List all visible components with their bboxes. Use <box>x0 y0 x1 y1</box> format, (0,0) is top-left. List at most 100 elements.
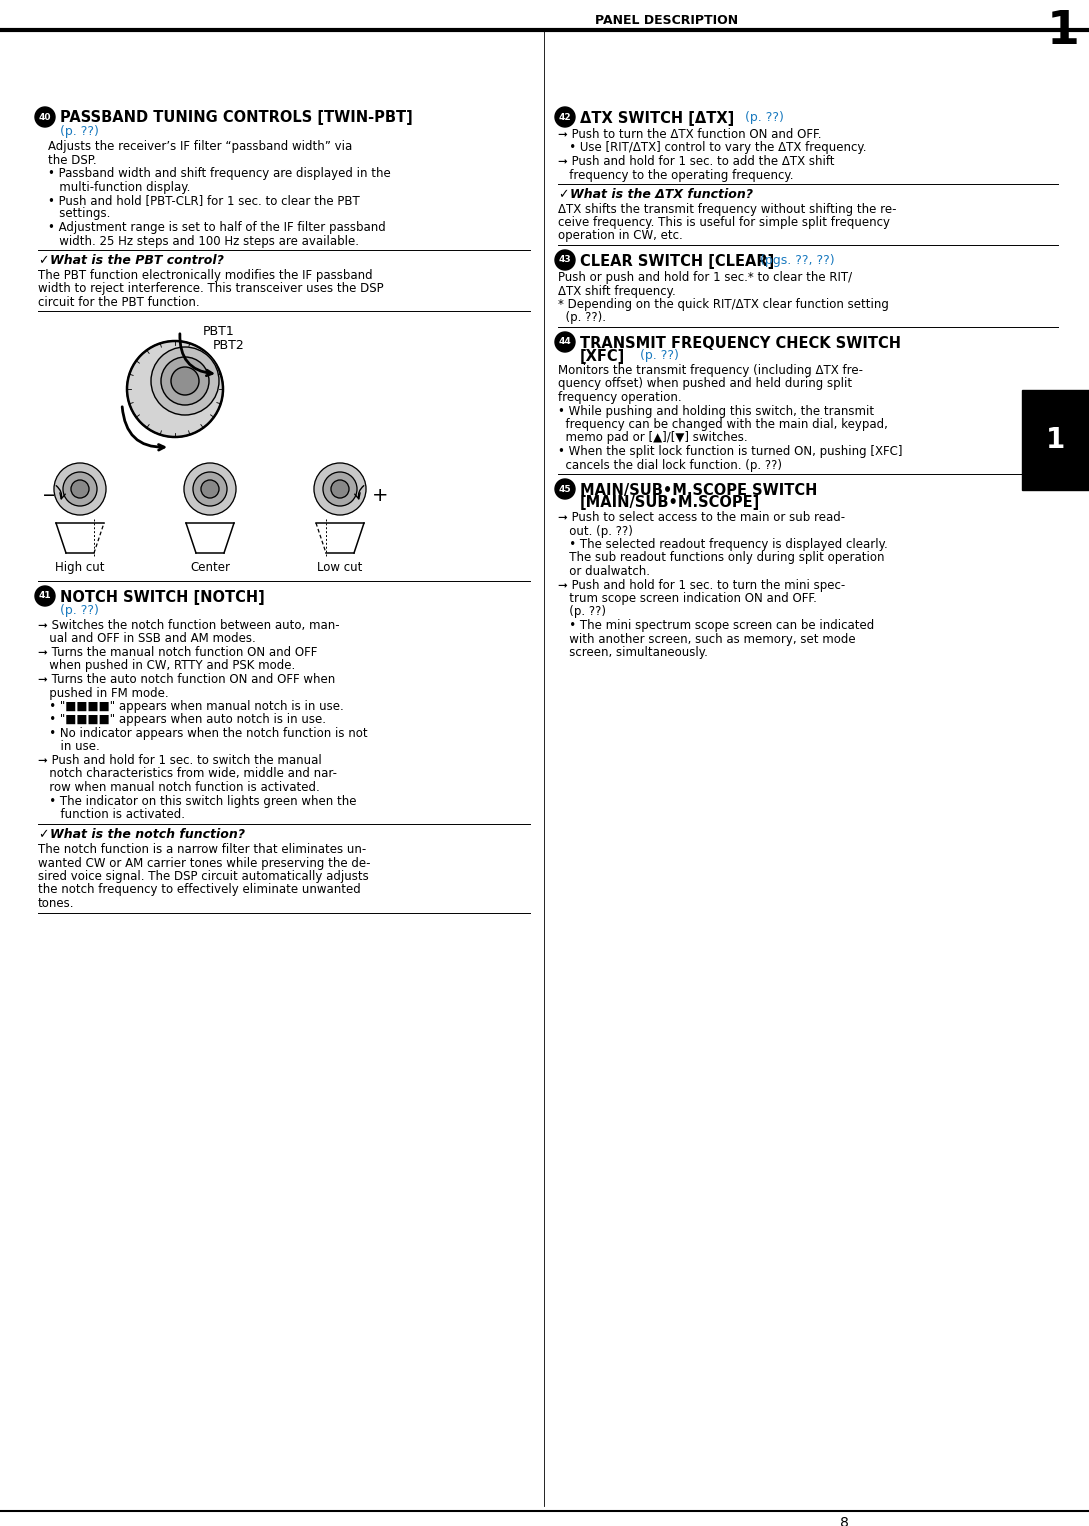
Text: +: + <box>372 485 389 505</box>
Text: PBT2: PBT2 <box>213 339 245 353</box>
Circle shape <box>35 586 56 606</box>
Bar <box>1021 391 1089 490</box>
Circle shape <box>35 107 56 127</box>
Text: ➞ Push to turn the ΔTX function ON and OFF.: ➞ Push to turn the ΔTX function ON and O… <box>558 128 821 140</box>
Text: NOTCH SWITCH [NOTCH]: NOTCH SWITCH [NOTCH] <box>60 591 265 604</box>
Circle shape <box>184 462 236 514</box>
Text: sired voice signal. The DSP circuit automatically adjusts: sired voice signal. The DSP circuit auto… <box>38 870 369 884</box>
Circle shape <box>161 357 209 404</box>
Circle shape <box>193 472 227 507</box>
Text: ΔTX SWITCH [ΔTX]: ΔTX SWITCH [ΔTX] <box>580 111 734 127</box>
Text: notch characteristics from wide, middle and nar-: notch characteristics from wide, middle … <box>38 768 337 780</box>
Text: in use.: in use. <box>38 740 100 754</box>
Text: ΔTX shift frequency.: ΔTX shift frequency. <box>558 284 676 298</box>
Text: Adjusts the receiver’s IF filter “passband width” via: Adjusts the receiver’s IF filter “passba… <box>48 140 352 153</box>
Text: • Use [RIT/ΔTX] control to vary the ΔTX frequency.: • Use [RIT/ΔTX] control to vary the ΔTX … <box>558 142 867 154</box>
Text: 1: 1 <box>1048 9 1080 53</box>
Text: trum scope screen indication ON and OFF.: trum scope screen indication ON and OFF. <box>558 592 817 604</box>
Text: operation in CW, etc.: operation in CW, etc. <box>558 229 683 243</box>
Text: • The mini spectrum scope screen can be indicated: • The mini spectrum scope screen can be … <box>558 620 874 632</box>
Text: ual and OFF in SSB and AM modes.: ual and OFF in SSB and AM modes. <box>38 632 256 645</box>
Text: pushed in FM mode.: pushed in FM mode. <box>38 687 169 699</box>
Text: the DSP.: the DSP. <box>48 154 97 166</box>
Text: 43: 43 <box>559 255 572 264</box>
Text: ➞ Push and hold for 1 sec. to add the ΔTX shift: ➞ Push and hold for 1 sec. to add the ΔT… <box>558 156 834 168</box>
Circle shape <box>127 340 223 436</box>
Circle shape <box>54 462 106 514</box>
Text: ceive frequency. This is useful for simple split frequency: ceive frequency. This is useful for simp… <box>558 217 890 229</box>
Text: (p. ??): (p. ??) <box>60 604 99 617</box>
Text: wanted CW or AM carrier tones while preserving the de-: wanted CW or AM carrier tones while pres… <box>38 856 370 870</box>
Circle shape <box>171 366 199 395</box>
Text: 41: 41 <box>39 592 51 601</box>
Text: width to reject interference. This transceiver uses the DSP: width to reject interference. This trans… <box>38 282 383 295</box>
Text: • "■■■■" appears when manual notch is in use.: • "■■■■" appears when manual notch is in… <box>38 700 344 713</box>
Text: The PBT function electronically modifies the IF passband: The PBT function electronically modifies… <box>38 269 372 281</box>
Text: quency offset) when pushed and held during split: quency offset) when pushed and held duri… <box>558 377 852 391</box>
Text: ➞ Push to select access to the main or sub read-: ➞ Push to select access to the main or s… <box>558 511 845 523</box>
Text: Monitors the transmit frequency (including ΔTX fre-: Monitors the transmit frequency (includi… <box>558 365 862 377</box>
Circle shape <box>555 250 575 270</box>
Text: The sub readout functions only during split operation: The sub readout functions only during sp… <box>558 551 884 565</box>
Text: * Depending on the quick RIT/ΔTX clear function setting: * Depending on the quick RIT/ΔTX clear f… <box>558 298 889 311</box>
Text: Center: Center <box>189 562 230 574</box>
Text: • While pushing and holding this switch, the transmit: • While pushing and holding this switch,… <box>558 404 874 418</box>
Text: ✓: ✓ <box>38 829 49 841</box>
Text: CLEAR SWITCH [CLEAR]: CLEAR SWITCH [CLEAR] <box>580 253 774 269</box>
Text: Low cut: Low cut <box>317 562 363 574</box>
Text: out. (p. ??): out. (p. ??) <box>558 525 633 537</box>
Text: frequency operation.: frequency operation. <box>558 391 682 404</box>
Circle shape <box>151 346 219 415</box>
Text: [XFC]: [XFC] <box>580 348 625 363</box>
Text: • The indicator on this switch lights green when the: • The indicator on this switch lights gr… <box>38 795 356 807</box>
Text: tones.: tones. <box>38 897 74 909</box>
Text: (pgs. ??, ??): (pgs. ??, ??) <box>760 253 834 267</box>
Text: ✓: ✓ <box>558 188 568 201</box>
Text: PASSBAND TUNING CONTROLS [TWIN-PBT]: PASSBAND TUNING CONTROLS [TWIN-PBT] <box>60 110 413 125</box>
Text: • When the split lock function is turned ON, pushing [XFC]: • When the split lock function is turned… <box>558 446 903 458</box>
Text: 44: 44 <box>559 337 572 346</box>
Text: circuit for the PBT function.: circuit for the PBT function. <box>38 296 199 308</box>
Text: multi-function display.: multi-function display. <box>48 180 191 194</box>
Text: 40: 40 <box>39 113 51 122</box>
Text: What is the ΔTX function?: What is the ΔTX function? <box>570 188 752 201</box>
Text: What is the notch function?: What is the notch function? <box>50 829 245 841</box>
Text: when pushed in CW, RTTY and PSK mode.: when pushed in CW, RTTY and PSK mode. <box>38 659 295 673</box>
Text: • No indicator appears when the notch function is not: • No indicator appears when the notch fu… <box>38 726 368 740</box>
Text: with another screen, such as memory, set mode: with another screen, such as memory, set… <box>558 632 856 645</box>
Text: memo pad or [▲]/[▼] switches.: memo pad or [▲]/[▼] switches. <box>558 432 748 444</box>
Text: • Push and hold [PBT-CLR] for 1 sec. to clear the PBT: • Push and hold [PBT-CLR] for 1 sec. to … <box>48 194 359 208</box>
Circle shape <box>555 333 575 353</box>
Text: (p. ??): (p. ??) <box>558 606 605 618</box>
Text: ✓: ✓ <box>38 253 49 267</box>
Text: row when manual notch function is activated.: row when manual notch function is activa… <box>38 781 320 794</box>
Text: 45: 45 <box>559 484 572 493</box>
Text: TRANSMIT FREQUENCY CHECK SWITCH: TRANSMIT FREQUENCY CHECK SWITCH <box>580 336 901 351</box>
Text: ➞ Turns the auto notch function ON and OFF when: ➞ Turns the auto notch function ON and O… <box>38 673 335 687</box>
Text: −: − <box>42 485 59 505</box>
Text: (p. ??): (p. ??) <box>636 348 678 362</box>
Text: (p. ??): (p. ??) <box>60 125 99 137</box>
Circle shape <box>71 481 89 497</box>
Text: frequency can be changed with the main dial, keypad,: frequency can be changed with the main d… <box>558 418 888 430</box>
Circle shape <box>323 472 357 507</box>
Text: 8: 8 <box>840 1515 849 1526</box>
Text: frequency to the operating frequency.: frequency to the operating frequency. <box>558 168 794 182</box>
Text: (p. ??): (p. ??) <box>745 111 784 124</box>
Text: • "■■■■" appears when auto notch is in use.: • "■■■■" appears when auto notch is in u… <box>38 714 326 726</box>
Text: settings.: settings. <box>48 208 110 220</box>
Text: MAIN/SUB•M.SCOPE SWITCH: MAIN/SUB•M.SCOPE SWITCH <box>580 484 818 497</box>
Text: • The selected readout frequency is displayed clearly.: • The selected readout frequency is disp… <box>558 539 888 551</box>
Text: • Adjustment range is set to half of the IF filter passband: • Adjustment range is set to half of the… <box>48 221 386 233</box>
Text: cancels the dial lock function. (p. ??): cancels the dial lock function. (p. ??) <box>558 458 782 472</box>
Text: function is activated.: function is activated. <box>38 807 185 821</box>
Text: What is the PBT control?: What is the PBT control? <box>50 253 224 267</box>
Text: or dualwatch.: or dualwatch. <box>558 565 650 578</box>
Text: Push or push and hold for 1 sec.* to clear the RIT/: Push or push and hold for 1 sec.* to cle… <box>558 272 852 284</box>
Circle shape <box>201 481 219 497</box>
Text: ➞ Push and hold for 1 sec. to switch the manual: ➞ Push and hold for 1 sec. to switch the… <box>38 754 321 768</box>
Circle shape <box>555 479 575 499</box>
Text: the notch frequency to effectively eliminate unwanted: the notch frequency to effectively elimi… <box>38 884 360 896</box>
Circle shape <box>63 472 97 507</box>
Text: High cut: High cut <box>56 562 105 574</box>
